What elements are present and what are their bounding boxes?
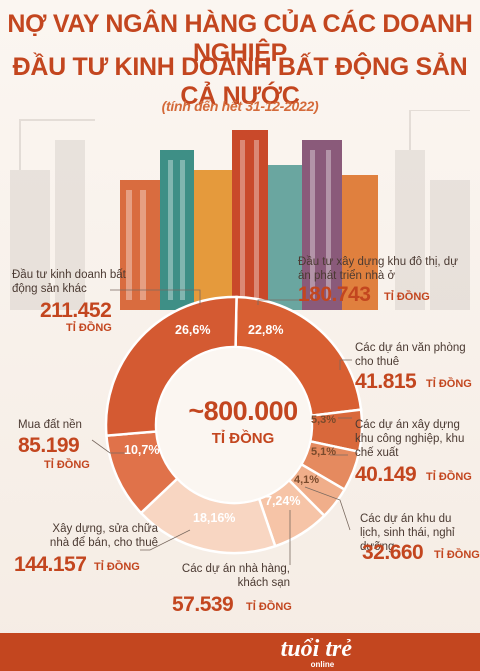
brand-logo: tuổi trẻ online — [280, 636, 352, 669]
pct-urban-housing: 22,8% — [248, 323, 284, 337]
subtitle: (tính đến hết 31-12-2022) — [161, 98, 319, 114]
unit-build-repair: TỈ ĐỒNG — [94, 561, 140, 573]
footer-bar: tuổi trẻ online — [0, 633, 480, 671]
title-line-1: NỢ VAY NGÂN HÀNG CỦA CÁC DOANH NGHIỆP — [7, 10, 473, 67]
pct-tourism: 4,1% — [294, 474, 320, 486]
label-offices: Các dự án văn phòng cho thuê — [355, 342, 466, 368]
label-industrial-zones: Các dự án xây dựng khu công nghiệp, khu … — [355, 419, 465, 459]
value-restaurants-hotels: 57.539 — [172, 593, 234, 616]
label-tourism: Các dự án khu du lịch, sinh thái, nghỉ d… — [360, 513, 455, 553]
pct-industrial-zones: 5,1% — [311, 446, 337, 458]
unit-other-re: TỈ ĐỒNG — [66, 322, 112, 334]
unit-land-plots: TỈ ĐỒNG — [44, 459, 90, 471]
value-industrial-zones: 40.149 — [355, 463, 417, 486]
unit-industrial-zones: TỈ ĐỒNG — [426, 471, 472, 483]
pct-other-re: 26,6% — [175, 323, 211, 337]
brand-sub: online — [310, 660, 335, 669]
label-land-plots: Mua đất nền — [18, 419, 82, 431]
value-land-plots: 85.199 — [18, 434, 80, 457]
value-offices: 41.815 — [355, 370, 417, 393]
value-other-re: 211.452 — [40, 299, 112, 322]
city-illustration — [10, 110, 470, 310]
title-line-2: ĐẦU TƯ KINH DOANH BẤT ĐỘNG SẢN CẢ NƯỚC — [12, 53, 468, 110]
unit-offices: TỈ ĐỒNG — [426, 378, 472, 390]
brand-name: tuổi trẻ — [280, 636, 352, 662]
pct-restaurants-hotels: 7,24% — [265, 494, 301, 508]
center-total: ~800.000 — [188, 396, 298, 426]
unit-restaurants-hotels: TỈ ĐỒNG — [246, 601, 292, 613]
label-other-re: Đầu tư kinh doanh bất động sản khác — [12, 269, 126, 295]
center-unit: TỈ ĐỒNG — [211, 430, 275, 447]
slice-restaurants-hotels — [257, 478, 327, 548]
label-restaurants-hotels: Các dự án nhà hàng, khách sạn — [181, 563, 290, 589]
unit-tourism: TỈ ĐỒNG — [434, 549, 480, 561]
label-build-repair: Xây dựng, sửa chữa nhà để bán, cho thuê — [49, 523, 158, 549]
value-build-repair: 144.157 — [14, 553, 87, 576]
pct-build-repair: 18,16% — [193, 511, 236, 525]
pct-offices: 5,3% — [311, 414, 337, 426]
unit-urban-housing: TỈ ĐỒNG — [384, 291, 430, 303]
value-urban-housing: 180.743 — [298, 283, 371, 306]
pct-land-plots: 10,7% — [124, 443, 160, 457]
value-tourism: 32.660 — [362, 541, 424, 564]
label-urban-housing: Đầu tư xây dựng khu đô thị, dự án phát t… — [298, 256, 458, 282]
